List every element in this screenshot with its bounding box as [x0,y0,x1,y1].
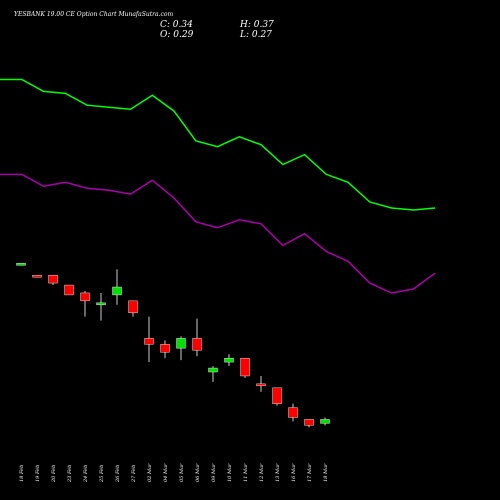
x-tick-label: 18 Feb [19,465,25,482]
ohlc-open: O: 0.29 [160,30,194,40]
x-tick-label: 23 Feb [67,465,73,483]
candle-body [304,419,314,426]
x-tick-label: 27 Feb [131,465,137,483]
x-tick-label: 17 Mar [307,463,313,482]
candle-body [176,338,186,349]
candle-body [320,419,330,424]
candle-body [64,284,74,296]
candle-body [16,263,26,266]
x-tick-label: 24 Feb [83,465,89,483]
x-tick-label: 26 Feb [115,465,121,483]
candle-body [32,274,42,278]
candle-body [272,387,282,404]
x-tick-label: 10 Mar [227,463,233,482]
x-tick-label: 09 Mar [211,463,217,482]
x-tick-label: 19 Feb [35,465,41,482]
x-tick-label: 18 Mar [323,463,329,482]
x-tick-label: 02 Mar [147,463,153,482]
x-tick-label: 06 Mar [195,463,201,482]
candles-group [16,263,330,428]
candle-body [256,383,266,387]
candle [64,284,74,296]
candle-body [48,274,58,284]
candle [256,375,266,392]
candle [16,263,26,266]
upper-band-line [0,78,436,211]
candle [192,318,202,357]
x-tick-label: 04 Mar [163,463,169,482]
candle [128,300,138,317]
candle-body [240,357,250,377]
candle [272,387,282,406]
candle [304,419,314,428]
candle-body [144,338,154,345]
candle [112,269,122,305]
candle [48,274,58,286]
candle-body [224,357,234,363]
candle [96,292,106,321]
candle-body [96,302,106,306]
candle [80,290,90,317]
candle [224,354,234,367]
x-tick-label: 11 Mar [243,463,249,482]
candle [208,366,218,382]
lower-band-line [0,173,436,294]
ohlc-close: C: 0.34 [160,20,193,30]
candle [240,357,250,378]
x-tick-label: 13 Mar [275,463,281,482]
candle-body [288,407,298,418]
candle-body [112,286,122,296]
candle [32,274,42,278]
ohlc-high: H: 0.37 [239,20,274,30]
x-tick-label: 16 Mar [291,463,297,482]
candle-body [80,292,90,302]
candle [176,336,186,361]
x-tick-label: 25 Feb [99,465,105,483]
x-tick-label: 05 Mar [179,463,185,482]
x-axis-ticks: 18 Feb 19 Feb 20 Feb 23 Feb 24 Feb 25 Feb 26 F… [19,463,329,483]
candle [144,316,154,363]
x-tick-label: 20 Feb [51,465,57,483]
ohlc-low: L: 0.27 [239,30,272,40]
candle-body [160,344,170,353]
chart-title: YESBANK 19.00 CE Option Chart MunafaSutr… [14,11,173,18]
candle [288,403,298,422]
candle-body [128,300,138,313]
candle [160,340,170,359]
candle-body [208,367,218,373]
candle [320,417,330,426]
candle-body [192,338,202,351]
x-tick-label: 12 Mar [259,463,265,482]
